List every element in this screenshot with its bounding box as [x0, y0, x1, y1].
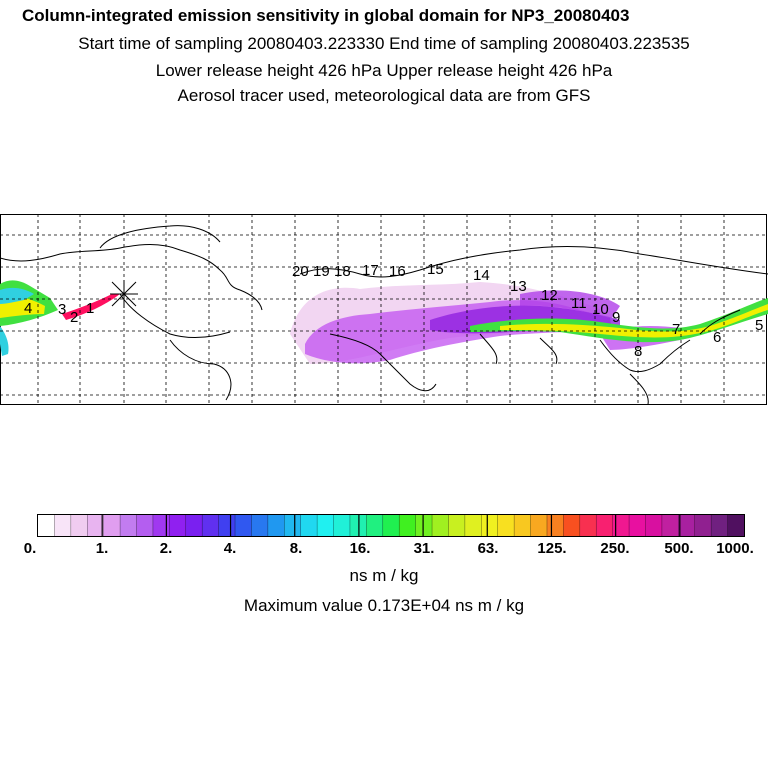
colorbar-swatch	[629, 515, 646, 536]
colorbar-swatch	[382, 515, 400, 536]
colorbar-swatch	[54, 515, 72, 536]
colorbar-swatch	[711, 515, 729, 536]
track-label-2: 2	[70, 309, 78, 326]
colorbar-swatch	[546, 515, 564, 536]
tick-label-2: 2.	[160, 540, 173, 557]
colorbar-swatch	[87, 515, 105, 536]
track-label-10: 10	[592, 301, 609, 318]
plot-title: Column-integrated emission sensitivity i…	[22, 6, 630, 25]
colorbar-swatch	[136, 515, 154, 536]
track-label-19: 19	[313, 263, 330, 280]
tracer-info-line: Aerosol tracer used, meteorological data…	[177, 86, 591, 105]
colorbar-swatch	[727, 515, 745, 536]
track-label-7: 7	[672, 321, 680, 338]
release-height-line: Lower release height 426 hPa Upper relea…	[155, 61, 613, 80]
colorbar-swatch	[415, 515, 433, 536]
emission-sensitivity-map: 1 2 3 4 5 6 7 8 9 10 11 12 13 14 15 16 1…	[0, 214, 768, 406]
colorbar-swatch	[235, 515, 252, 536]
tick-label-3: 4.	[224, 540, 237, 557]
track-label-16: 16	[389, 263, 406, 280]
colorbar-swatch	[202, 515, 220, 536]
colorbar-swatch	[448, 515, 466, 536]
track-label-18: 18	[334, 263, 351, 280]
tick-label-9: 250.	[600, 540, 629, 557]
tick-label-11: 1000.	[716, 540, 754, 557]
colorbar-swatch	[185, 515, 203, 536]
colorbar-swatch	[694, 515, 712, 536]
colorbar-swatch	[645, 515, 663, 536]
colorbar-units: ns m / kg	[349, 566, 419, 585]
colorbar-swatch	[514, 515, 532, 536]
track-label-5: 5	[755, 317, 763, 334]
colorbar-major-ticks	[54, 515, 728, 536]
colorbar-swatch	[596, 515, 614, 536]
colorbar-swatch	[399, 515, 417, 536]
tick-label-5: 16.	[350, 540, 371, 557]
colorbar-swatch	[120, 515, 138, 536]
colorbar: 0. 1. 2. 4. 8. 16. 31. 63. 125. 250. 500…	[24, 514, 754, 557]
colorbar-swatch	[612, 515, 630, 536]
track-label-17: 17	[362, 262, 379, 279]
colorbar-swatch	[366, 515, 384, 536]
colorbar-swatch	[464, 515, 482, 536]
release-site-marker	[110, 280, 138, 308]
colorbar-swatch	[70, 515, 88, 536]
track-label-6: 6	[713, 329, 721, 346]
colorbar-swatch	[333, 515, 351, 536]
tick-label-1: 1.	[96, 540, 109, 557]
track-label-4: 4	[24, 300, 32, 317]
tick-label-4: 8.	[290, 540, 303, 557]
track-label-15: 15	[427, 261, 444, 278]
colorbar-swatch	[579, 515, 597, 536]
tick-label-6: 31.	[414, 540, 435, 557]
track-label-9: 9	[612, 309, 620, 326]
track-label-13: 13	[510, 278, 527, 295]
track-label-12: 12	[541, 287, 558, 304]
track-label-3: 3	[58, 301, 66, 318]
plume-cyan	[0, 287, 34, 356]
graticule	[0, 214, 768, 406]
track-label-1: 1	[86, 300, 94, 317]
colorbar-swatch	[661, 515, 679, 536]
colorbar-swatch	[38, 515, 55, 536]
colorbar-swatch	[317, 515, 335, 536]
colorbar-swatch	[481, 515, 499, 536]
colorbar-swatch	[169, 515, 187, 536]
maximum-value: Maximum value 0.173E+04 ns m / kg	[243, 596, 525, 615]
colorbar-swatch	[267, 515, 285, 536]
track-label-8: 8	[634, 343, 642, 360]
tick-label-7: 63.	[478, 540, 499, 557]
sampling-time-line: Start time of sampling 20080403.223330 E…	[78, 34, 690, 53]
colorbar-swatch	[284, 515, 302, 536]
colorbar-tick-labels: 0. 1. 2. 4. 8. 16. 31. 63. 125. 250. 500…	[24, 540, 754, 557]
colorbar-swatch	[530, 515, 548, 536]
colorbar-swatch	[218, 515, 236, 536]
colorbar-swatch	[497, 515, 515, 536]
colorbar-swatch	[678, 515, 696, 536]
tick-label-0: 0.	[24, 540, 37, 557]
colorbar-swatch	[432, 515, 449, 536]
colorbar-frame	[37, 514, 745, 537]
plume-red	[62, 294, 120, 320]
track-label-11: 11	[571, 295, 587, 312]
tick-label-10: 500.	[664, 540, 693, 557]
colorbar-swatch	[563, 515, 581, 536]
colorbar-swatch	[152, 515, 170, 536]
track-label-14: 14	[473, 267, 490, 284]
track-labels: 1 2 3 4 5 6 7 8 9 10 11 12 13 14 15 16 1…	[24, 261, 763, 360]
tick-label-8: 125.	[537, 540, 566, 557]
colorbar-swatch	[300, 515, 318, 536]
track-label-20: 20	[292, 263, 309, 280]
coastlines	[0, 225, 768, 405]
colorbar-swatch	[251, 515, 269, 536]
colorbar-swatches	[38, 515, 745, 536]
colorbar-swatch	[103, 515, 121, 536]
